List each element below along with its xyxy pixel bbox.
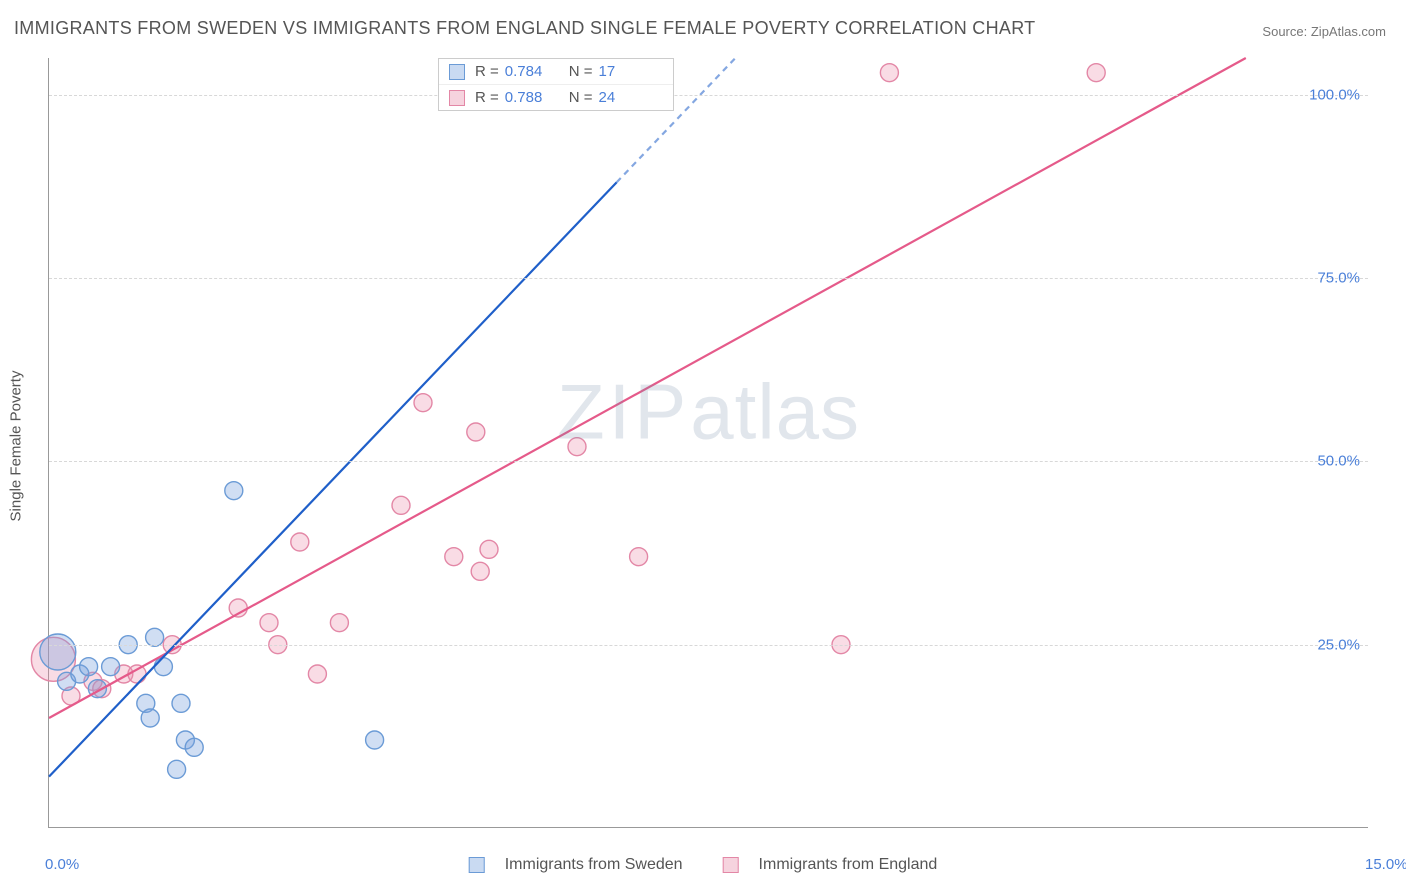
swatch-sweden-icon (469, 857, 485, 873)
source-attribution: Source: ZipAtlas.com (1262, 24, 1386, 39)
gridline (49, 461, 1368, 462)
source-label: Source: (1262, 24, 1307, 39)
gridline (49, 645, 1368, 646)
y-tick-label: 50.0% (1317, 453, 1360, 470)
swatch-england-icon (723, 857, 739, 873)
legend-row-england: R = 0.788 N = 24 (439, 85, 673, 110)
legend-item-england: Immigrants from England (723, 856, 938, 874)
source-link[interactable]: ZipAtlas.com (1311, 24, 1386, 39)
legend-row-sweden: R = 0.784 N = 17 (439, 59, 673, 85)
correlation-legend: R = 0.784 N = 17 R = 0.788 N = 24 (438, 58, 674, 111)
swatch-england (449, 90, 465, 106)
r-value-england: 0.788 (505, 89, 551, 106)
y-tick-label: 25.0% (1317, 636, 1360, 653)
series-legend: Immigrants from Sweden Immigrants from E… (469, 856, 938, 874)
n-value-sweden: 17 (599, 63, 645, 80)
gridline (49, 95, 1368, 96)
legend-item-sweden: Immigrants from Sweden (469, 856, 683, 874)
r-label: R = (475, 89, 499, 106)
gridline (49, 278, 1368, 279)
y-tick-label: 100.0% (1309, 86, 1360, 103)
swatch-sweden (449, 64, 465, 80)
legend-label-england: Immigrants from England (759, 856, 938, 874)
scatter-svg (49, 58, 1368, 827)
x-tick-label: 0.0% (45, 856, 79, 873)
n-value-england: 24 (599, 89, 645, 106)
y-tick-label: 75.0% (1317, 270, 1360, 287)
r-label: R = (475, 63, 499, 80)
n-label: N = (569, 63, 593, 80)
chart-title: IMMIGRANTS FROM SWEDEN VS IMMIGRANTS FRO… (14, 18, 1035, 39)
x-tick-label: 15.0% (1365, 856, 1406, 873)
r-value-sweden: 0.784 (505, 63, 551, 80)
legend-label-sweden: Immigrants from Sweden (505, 856, 683, 874)
n-label: N = (569, 89, 593, 106)
y-axis-label: Single Female Poverty (8, 371, 25, 522)
plot-area: ZIPatlas 25.0%50.0%75.0%100.0%0.0%15.0% (48, 58, 1368, 828)
